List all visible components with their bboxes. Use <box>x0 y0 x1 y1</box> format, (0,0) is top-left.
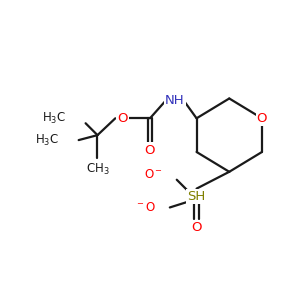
Text: SH: SH <box>188 190 206 203</box>
Text: NH: NH <box>165 94 184 107</box>
Text: CH$_3$: CH$_3$ <box>85 162 109 177</box>
Text: H$_3$C: H$_3$C <box>35 133 59 148</box>
Text: O: O <box>145 143 155 157</box>
Text: H$_3$C: H$_3$C <box>42 111 66 126</box>
Text: O: O <box>191 221 202 234</box>
Text: O$^-$: O$^-$ <box>144 168 163 181</box>
Text: O: O <box>257 112 267 125</box>
Text: $^-$O: $^-$O <box>135 201 156 214</box>
Text: O: O <box>117 112 128 125</box>
